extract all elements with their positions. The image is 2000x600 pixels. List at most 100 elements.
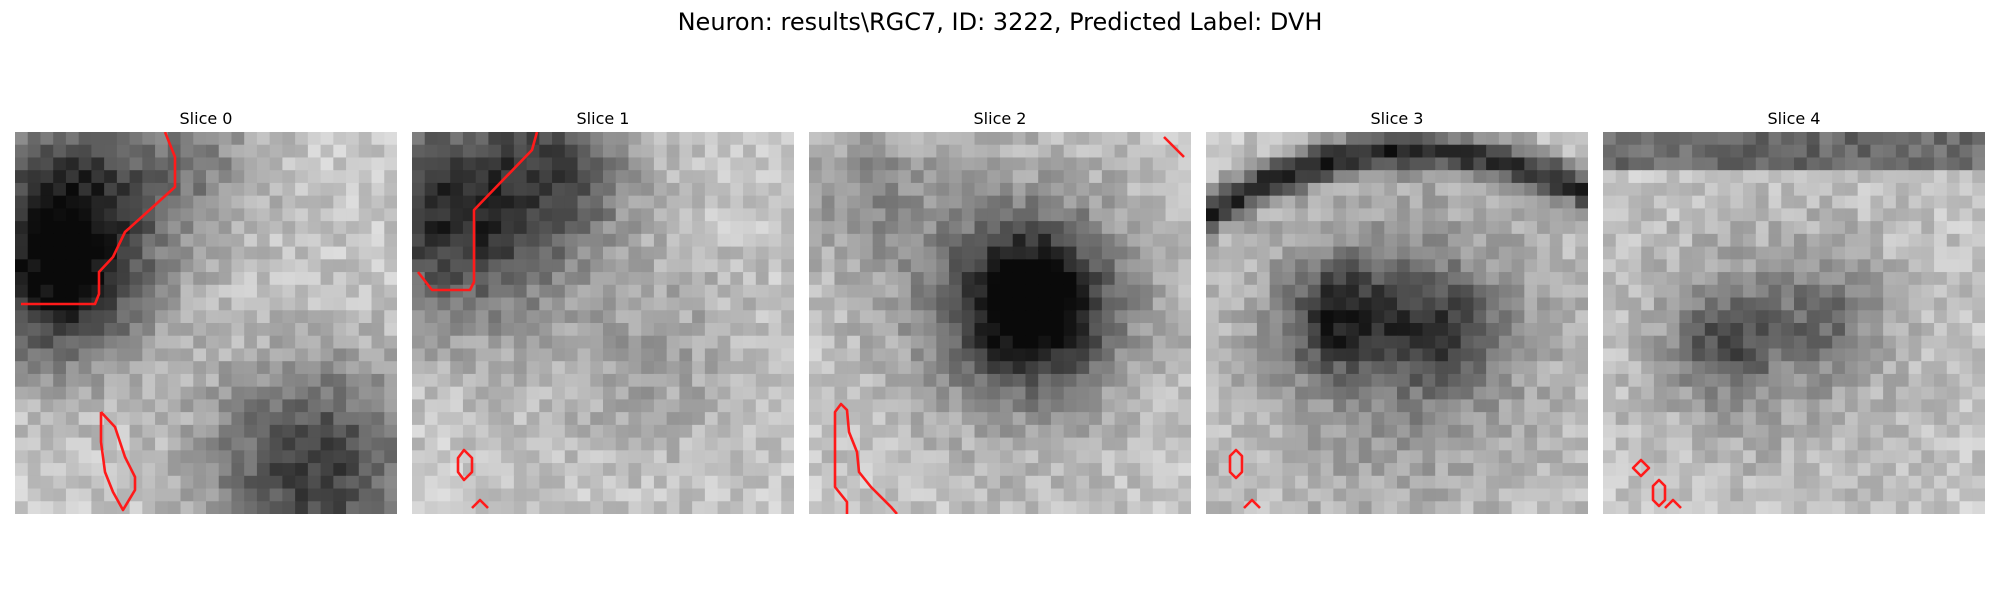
pixel xyxy=(231,246,245,260)
pixel xyxy=(142,424,156,439)
pixel xyxy=(320,195,334,209)
pixel xyxy=(1666,323,1680,337)
pixel xyxy=(437,208,451,222)
pixel xyxy=(104,195,118,209)
pixel xyxy=(730,361,744,375)
pixel xyxy=(462,132,477,146)
pixel xyxy=(320,348,334,362)
pixel xyxy=(488,233,502,248)
pixel xyxy=(1307,182,1322,197)
pixel xyxy=(717,284,731,299)
pixel xyxy=(1972,348,1985,362)
pixel xyxy=(1397,475,1411,490)
pixel xyxy=(1575,182,1588,197)
pixel xyxy=(1486,463,1500,477)
pixel xyxy=(923,144,937,159)
pixel xyxy=(1653,437,1668,451)
pixel xyxy=(358,386,373,400)
pixel xyxy=(539,488,553,502)
pixel xyxy=(282,310,296,324)
pixel xyxy=(1781,475,1795,490)
pixel xyxy=(1307,501,1322,514)
pixel xyxy=(730,195,744,209)
pixel xyxy=(809,463,823,477)
pixel xyxy=(1857,233,1871,248)
pixel xyxy=(1959,310,1973,324)
pixel xyxy=(1000,373,1014,388)
pixel xyxy=(513,348,528,362)
pixel xyxy=(730,132,744,146)
pixel xyxy=(244,501,258,514)
pixel xyxy=(1231,348,1245,362)
pixel xyxy=(1282,399,1296,413)
pixel xyxy=(781,424,794,439)
pixel xyxy=(653,412,668,426)
pixel xyxy=(1704,361,1719,375)
pixel xyxy=(704,132,719,146)
pixel xyxy=(1819,195,1833,209)
pixel xyxy=(1524,284,1538,299)
pixel xyxy=(1486,399,1500,413)
pixel xyxy=(1397,348,1411,362)
pixel xyxy=(206,475,220,490)
pixel xyxy=(231,157,245,171)
pixel xyxy=(1844,463,1859,477)
pixel xyxy=(564,501,579,514)
pixel xyxy=(692,221,706,235)
pixel xyxy=(450,259,464,273)
pixel xyxy=(847,284,861,299)
pixel xyxy=(1498,323,1513,337)
pixel xyxy=(821,195,836,209)
pixel xyxy=(1781,399,1795,413)
pixel xyxy=(15,208,29,222)
pixel xyxy=(961,208,976,222)
pixel xyxy=(1692,272,1706,286)
pixel xyxy=(513,182,528,197)
pixel xyxy=(1025,386,1039,400)
pixel xyxy=(987,386,1001,400)
pixel xyxy=(218,412,233,426)
pixel xyxy=(1743,437,1757,451)
pixel xyxy=(552,450,566,464)
pixel xyxy=(1307,157,1322,171)
pixel xyxy=(974,475,988,490)
pixel xyxy=(1562,335,1576,350)
pixel xyxy=(424,437,439,451)
pixel xyxy=(987,310,1001,324)
pixel xyxy=(424,373,439,388)
pixel xyxy=(910,412,925,426)
pixel xyxy=(923,386,937,400)
pixel xyxy=(872,170,886,184)
pixel xyxy=(949,335,963,350)
pixel xyxy=(269,361,283,375)
pixel xyxy=(730,424,744,439)
pixel xyxy=(641,386,655,400)
contour-overlay xyxy=(416,132,539,509)
pixel xyxy=(1307,373,1322,388)
pixel xyxy=(539,386,553,400)
pixel xyxy=(1295,195,1309,209)
pixel xyxy=(961,488,976,502)
pixel xyxy=(206,488,220,502)
pixel xyxy=(1447,208,1462,222)
pixel xyxy=(1692,348,1706,362)
pixel xyxy=(1857,310,1871,324)
pixel xyxy=(1127,412,1141,426)
pixel xyxy=(809,348,823,362)
pixel xyxy=(615,361,630,375)
pixel xyxy=(1000,272,1014,286)
pixel xyxy=(1549,195,1564,209)
pixel xyxy=(218,132,233,146)
pixel xyxy=(346,170,360,184)
pixel xyxy=(1358,501,1373,514)
pixel xyxy=(1717,323,1731,337)
pixel xyxy=(231,348,245,362)
pixel xyxy=(450,170,464,184)
pixel xyxy=(859,463,874,477)
pixel xyxy=(730,463,744,477)
pixel xyxy=(142,399,156,413)
pixel xyxy=(885,373,899,388)
pixel xyxy=(1244,348,1258,362)
pixel xyxy=(1921,412,1935,426)
pixel xyxy=(1628,170,1642,184)
